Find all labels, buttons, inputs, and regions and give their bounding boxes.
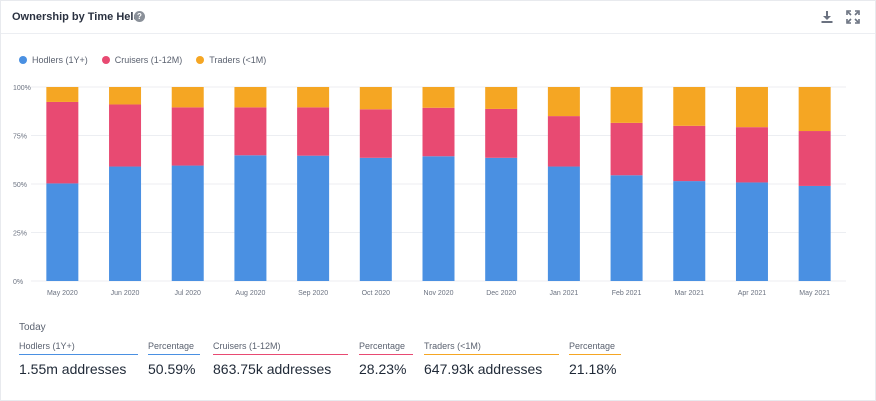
metric-label: Percentage [359,341,413,355]
bar-segment-cruisers [297,107,330,156]
legend-label-cruisers: Cruisers (1-12M) [114,55,183,65]
expand-icon[interactable] [846,10,860,24]
bar-segment-hodlers [297,155,330,281]
x-tick-label: Aug 2020 [235,290,265,297]
metric-value: 647.93k addresses [424,361,543,377]
y-tick-label: 100% [13,85,31,92]
bar-segment-hodlers [234,155,267,281]
bar-segment-traders [798,87,831,132]
legend-dot-hodlers [19,56,27,64]
bar-segment-hodlers [735,182,768,281]
bar-segment-cruisers [610,122,643,176]
chart-legend: Hodlers (1Y+) Cruisers (1-12M) Traders (… [19,54,280,66]
bar-segment-cruisers [359,109,392,158]
legend-item-traders[interactable]: Traders (<1M) [196,55,266,65]
metric-value: 863.75k addresses [213,361,332,377]
x-tick-label: Jul 2020 [174,290,201,297]
bar-segment-traders [735,87,768,128]
bar-segment-traders [422,87,455,108]
chart-title: Ownership by Time Held [12,11,141,23]
bar-segment-hodlers [673,181,706,281]
bar-segment-cruisers [422,107,455,157]
metric-value: 50.59% [148,361,196,377]
x-tick-label: Dec 2020 [486,290,516,297]
bar-segment-hodlers [46,183,79,281]
bar-segment-hodlers [610,175,643,281]
x-tick-label: Feb 2021 [612,290,642,297]
x-tick-label: Oct 2020 [362,290,391,297]
bar-segment-hodlers [798,185,831,281]
legend-dot-cruisers [101,56,110,64]
card-header: Ownership by Time Held ? [1,1,875,34]
y-tick-label: 25% [13,231,27,238]
x-tick-label: Mar 2021 [674,290,704,297]
y-tick-label: 0% [13,279,23,286]
metric-label: Percentage [569,341,621,355]
legend-label-hodlers: Hodlers (1Y+) [32,55,88,65]
bar-segment-cruisers [673,125,706,182]
bar-segment-cruisers [735,127,768,183]
metric-label: Cruisers (1-12M) [213,341,348,355]
metric-label: Percentage [148,341,200,355]
metric-cruisers-percentage: Percentage 28.23% [359,341,413,377]
y-tick-label: 75% [13,134,27,141]
bar-segment-cruisers [46,101,79,184]
summary-today-label: Today [19,322,46,333]
x-tick-label: Apr 2021 [738,290,767,297]
bar-segment-hodlers [109,166,142,281]
x-tick-label: Jan 2021 [549,290,578,297]
bar-segment-hodlers [359,157,392,281]
bar-segment-traders [297,87,330,108]
bar-segment-cruisers [109,104,142,167]
bar-segment-traders [46,87,79,102]
bar-segment-traders [547,87,580,117]
metric-label: Traders (<1M) [424,341,559,355]
x-tick-label: Jun 2020 [111,290,140,297]
bar-segment-traders [234,87,267,108]
bar-segment-hodlers [547,166,580,281]
bar-segment-traders [171,87,204,108]
x-tick-label: Sep 2020 [298,290,328,297]
help-icon[interactable]: ? [134,11,145,22]
metric-traders-percentage: Percentage 21.18% [569,341,621,377]
bar-segment-cruisers [234,107,267,156]
legend-dot-traders [196,56,205,64]
bar-segment-traders [610,87,643,123]
bar-segment-traders [673,87,706,126]
x-tick-label: May 2021 [799,290,830,297]
bar-segment-hodlers [485,157,518,281]
bar-segment-cruisers [485,108,518,158]
bar-segment-cruisers [798,131,831,186]
stacked-bar-chart: 100% 75% 50% 25% 0% May 2020 Jun 2020 Jul 2020 A… [13,85,846,297]
bar-segment-cruisers [171,107,204,166]
bar-segment-hodlers [422,156,455,281]
metric-hodlers-count: Hodlers (1Y+) 1.55m addresses [19,341,138,377]
metric-value: 21.18% [569,361,617,377]
bar-segment-traders [359,87,392,110]
bar-segment-cruisers [547,116,580,167]
legend-item-hodlers[interactable]: Hodlers (1Y+) [19,55,88,65]
bar-segment-hodlers [171,165,204,281]
x-tick-label: May 2020 [47,290,78,297]
download-icon[interactable] [820,10,834,24]
metric-hodlers-percentage: Percentage 50.59% [148,341,200,377]
x-tick-label: Nov 2020 [424,290,454,297]
bar-segment-traders [109,87,142,105]
metric-value: 1.55m addresses [19,361,127,377]
metric-value: 28.23% [359,361,407,377]
metric-traders-count: Traders (<1M) 647.93k addresses [424,341,559,377]
bar-segment-traders [485,87,518,109]
metric-cruisers-count: Cruisers (1-12M) 863.75k addresses [213,341,348,377]
y-tick-label: 50% [13,182,27,189]
legend-item-cruisers[interactable]: Cruisers (1-12M) [101,55,183,65]
legend-label-traders: Traders (<1M) [209,55,267,65]
metric-label: Hodlers (1Y+) [19,341,138,355]
